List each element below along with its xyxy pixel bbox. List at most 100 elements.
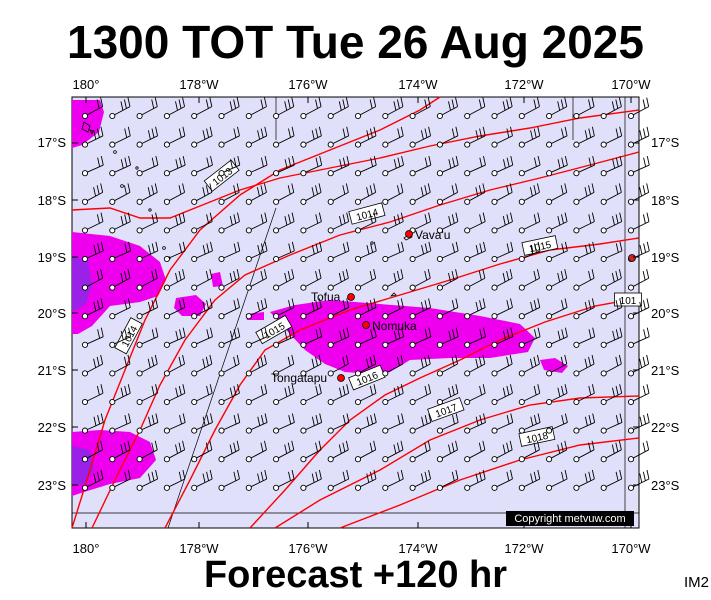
wind-barb — [382, 469, 404, 491]
wind-barb — [627, 413, 650, 434]
wind-barb — [218, 440, 240, 463]
wind-barb — [191, 440, 213, 463]
wind-barb — [245, 298, 268, 320]
wind-barb — [273, 413, 295, 434]
wind-barb — [81, 354, 104, 377]
wind-barb — [81, 183, 104, 205]
wind-barb — [109, 413, 132, 434]
lon-label: 170°W — [611, 77, 651, 92]
wind-barb — [546, 155, 568, 177]
wind-barb — [191, 327, 213, 348]
lat-label: 23°S — [38, 478, 67, 493]
wind-barb — [436, 298, 459, 320]
wind-barb — [245, 212, 268, 234]
wind-barb — [191, 126, 213, 148]
wind-barb — [382, 212, 404, 234]
wind-barb — [464, 440, 486, 463]
wind-barb — [136, 298, 159, 320]
wind-barb — [191, 354, 213, 377]
wind-barb — [600, 241, 623, 263]
wind-barb — [300, 413, 323, 434]
wind-barb — [136, 212, 159, 234]
wind-barb — [81, 241, 104, 263]
wind-barb — [409, 269, 431, 291]
lat-label: 17°S — [38, 135, 67, 150]
lon-label: 172°W — [504, 77, 544, 92]
wind-barb — [573, 354, 595, 377]
wind-barb — [354, 97, 377, 120]
wind-barb — [218, 97, 240, 120]
wind-barb — [546, 384, 568, 406]
wind-barb — [218, 126, 240, 148]
wind-barb — [491, 126, 513, 148]
wind-barb — [464, 126, 486, 148]
isobar-line — [91, 151, 640, 529]
wind-barb — [573, 183, 595, 205]
wind-barb — [573, 155, 596, 177]
isobar-label: 101 — [614, 292, 642, 307]
wind-barb — [191, 269, 213, 291]
wind-barb — [218, 469, 240, 491]
wind-barb — [600, 155, 623, 177]
wind-barb — [436, 469, 459, 491]
wind-barb — [109, 269, 131, 291]
wind-barb — [245, 241, 268, 263]
lon-label: 174°W — [398, 541, 438, 556]
wind-barb — [300, 269, 322, 291]
wind-barb — [245, 183, 267, 205]
lat-label: 19°S — [651, 250, 680, 265]
wind-barb — [409, 327, 432, 348]
wind-barb — [354, 354, 377, 377]
wind-barb — [464, 97, 486, 120]
lat-label: 19°S — [38, 250, 67, 265]
wind-barb — [109, 469, 131, 491]
wind-barb — [546, 440, 568, 463]
wind-barb — [382, 126, 404, 148]
wind-barb — [327, 469, 350, 491]
axis-ticks — [72, 97, 639, 528]
wind-barb — [81, 469, 104, 491]
wind-barb — [573, 440, 595, 463]
wind-barb — [573, 269, 595, 291]
place-label-nomuka: Nomuka — [372, 319, 417, 333]
wind-barb — [109, 384, 131, 406]
wind-barb — [409, 354, 431, 377]
wind-barb — [491, 298, 513, 320]
lon-label: 180° — [73, 77, 100, 92]
wind-barb — [573, 469, 595, 491]
wind-barb — [382, 298, 404, 320]
wind-barb — [518, 269, 540, 291]
wind-barb — [327, 97, 349, 120]
wind-barb — [109, 440, 131, 463]
map-title: 1300 TOT Tue 26 Aug 2025 — [67, 16, 644, 68]
wind-barb — [109, 155, 132, 177]
wind-barb — [327, 354, 349, 377]
wind-barb — [546, 269, 568, 291]
wind-barb — [354, 126, 377, 148]
wind-barb — [600, 354, 622, 377]
wind-barb — [300, 183, 322, 205]
wind-barb — [163, 440, 185, 463]
wind-barb — [518, 354, 540, 377]
wind-barb — [218, 241, 241, 263]
wind-barb — [300, 212, 322, 234]
wind-barb — [245, 413, 268, 434]
wind-barb — [464, 183, 486, 205]
wind-barb — [518, 126, 541, 148]
wind-barb — [436, 413, 459, 434]
wind-barb — [191, 241, 213, 263]
wind-barb — [382, 183, 404, 205]
precip-area — [540, 358, 568, 373]
wind-barb — [327, 269, 349, 291]
wind-barb — [382, 241, 405, 263]
wind-barb — [518, 183, 540, 205]
isobar-line — [274, 395, 640, 529]
wind-barb — [409, 155, 432, 177]
wind-barb — [382, 327, 405, 348]
wind-barb — [546, 126, 568, 148]
wind-barb — [491, 469, 513, 491]
wind-barb — [300, 97, 322, 120]
wind-barb — [136, 183, 158, 205]
wind-barb — [354, 327, 377, 348]
wind-barb — [218, 327, 241, 348]
